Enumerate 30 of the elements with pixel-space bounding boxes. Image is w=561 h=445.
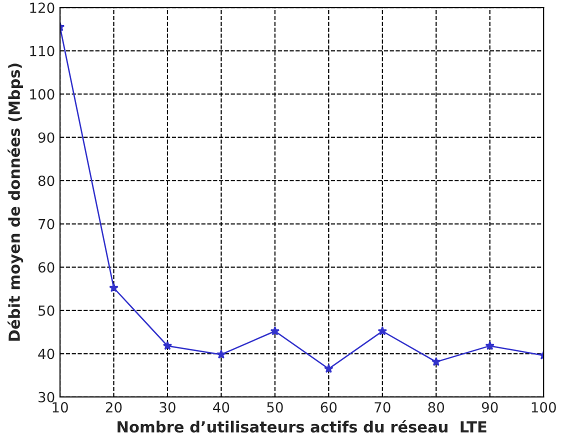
point: [270, 326, 280, 336]
x-tick-label: 100: [532, 402, 556, 413]
point: [109, 283, 118, 292]
y-tick-label: 30: [38, 392, 54, 402]
point: [485, 341, 495, 350]
x-axis-title: Nombre d’utilisateurs actifs du réseau LTE: [118, 420, 486, 433]
point: [162, 341, 172, 350]
y-tick-label: 40: [38, 348, 54, 360]
y-tick-label: 60: [38, 262, 54, 273]
x-tick-label: 20: [106, 402, 122, 413]
point: [431, 357, 441, 366]
x-tick-label: 30: [160, 402, 176, 413]
x-tick-label: 70: [374, 402, 390, 413]
x-tick-label: 40: [213, 402, 230, 413]
y-tick-label: 110: [30, 46, 54, 56]
x-tick-label: 80: [428, 402, 444, 413]
point: [378, 326, 388, 336]
x-tick-label: 90: [482, 402, 498, 413]
y-tick-label: 120: [30, 2, 54, 14]
y-axis-title: Débit moyen de données (Mbps): [8, 64, 24, 341]
y-tick-label: 100: [30, 89, 54, 100]
point: [324, 364, 334, 373]
y-tick-label: 70: [38, 218, 54, 230]
x-tick-label: 50: [267, 402, 283, 413]
y-tick-label: 80: [38, 176, 54, 186]
x-tick-label: 10: [52, 402, 68, 413]
x-tick-label: 60: [320, 402, 337, 413]
point: [216, 350, 226, 359]
y-tick-label: 90: [38, 132, 54, 143]
y-tick-label: 50: [38, 305, 54, 316]
